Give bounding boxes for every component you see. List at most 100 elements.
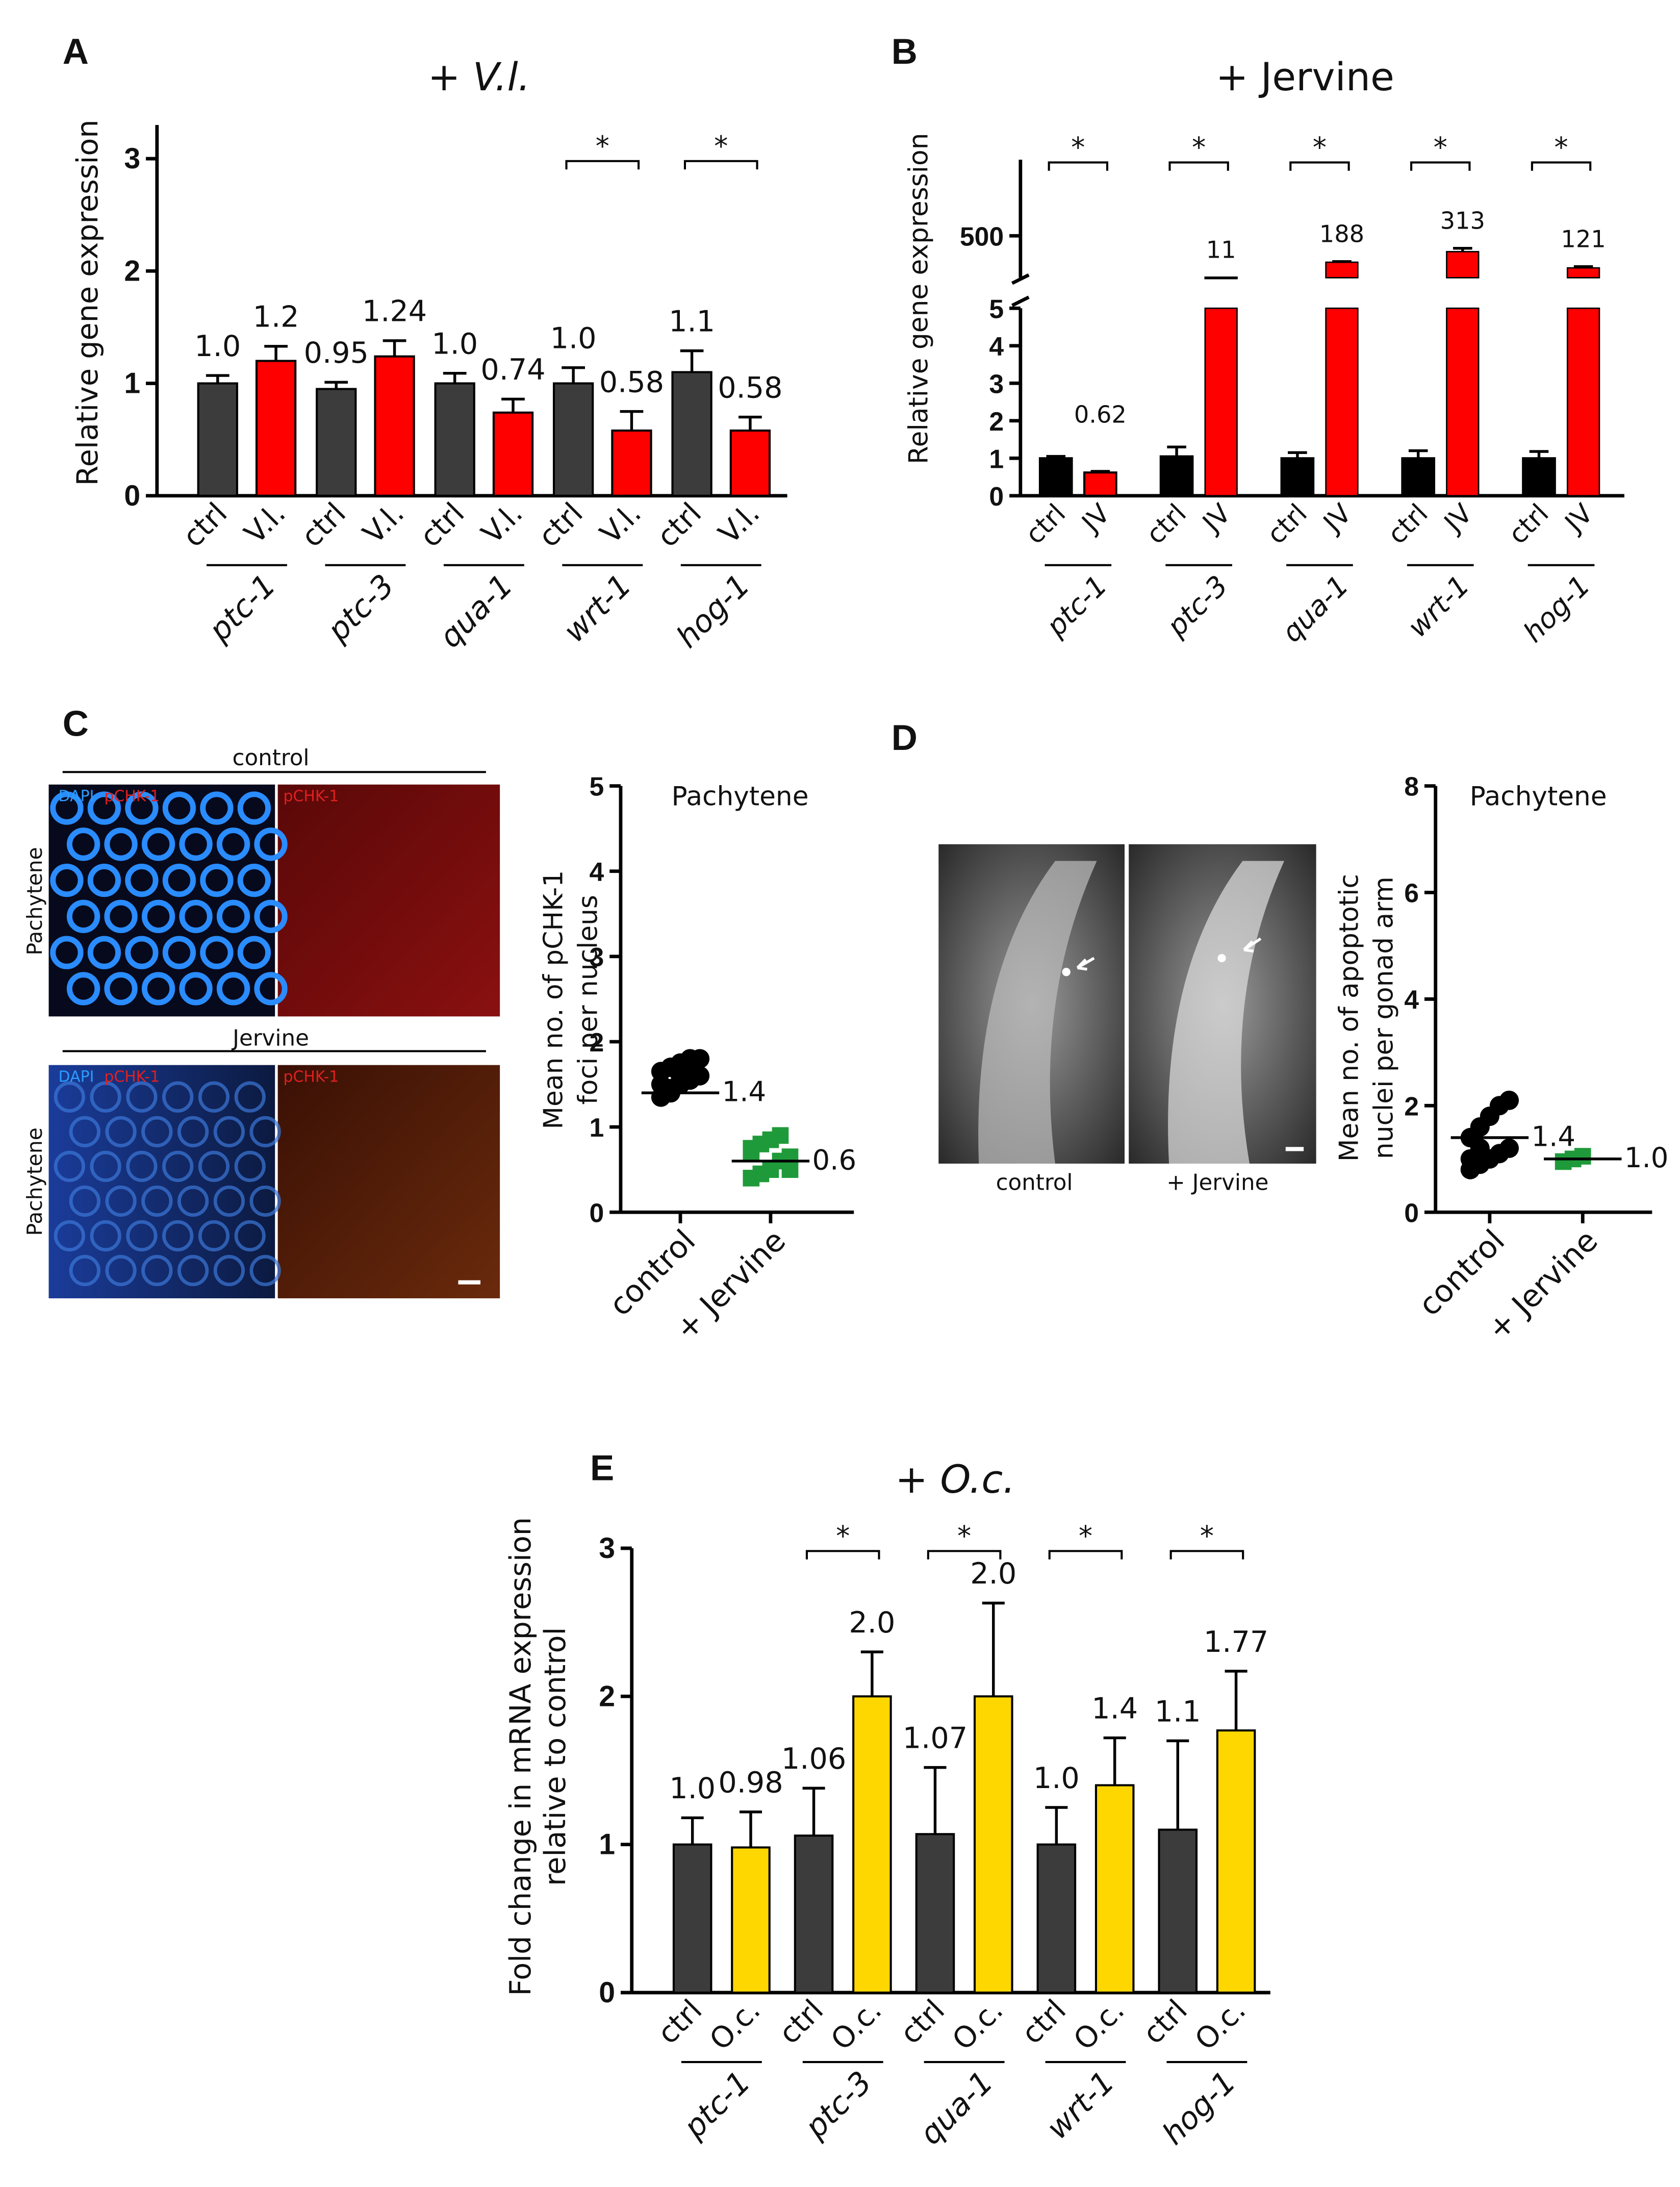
significance-label: * xyxy=(1192,131,1206,164)
channel-label: pCHK-1 xyxy=(284,1068,339,1086)
nucleus xyxy=(104,827,138,861)
y-axis-label: Relative gene expression xyxy=(903,133,934,464)
y-tick-label: 1 xyxy=(599,1828,615,1861)
significance-label: * xyxy=(1554,131,1568,164)
x-tick-label: ctrl xyxy=(1503,498,1555,550)
value-label: 313 xyxy=(1440,207,1485,235)
bar xyxy=(552,382,594,497)
nucleus xyxy=(198,1081,230,1113)
nucleus xyxy=(125,936,159,969)
bar xyxy=(1036,1843,1077,1994)
x-tick-label: ctrl xyxy=(1020,498,1072,550)
chart-title: + O.c. xyxy=(895,1456,1015,1502)
nucleus xyxy=(177,1254,209,1287)
y-tick-label: 0 xyxy=(590,1198,604,1227)
nucleus xyxy=(198,1150,230,1183)
y-tick-label: 6 xyxy=(1404,878,1419,908)
point xyxy=(1499,1090,1519,1110)
x-tick-label: JV xyxy=(1437,498,1478,539)
y-axis-label: Mean no. of apoptotic xyxy=(1334,874,1364,1162)
chart-title: Pachytene xyxy=(672,782,809,812)
y-tick-label: 2 xyxy=(1404,1091,1419,1121)
x-tick-label: ctrl xyxy=(176,496,234,554)
point xyxy=(1470,1138,1490,1158)
nucleus xyxy=(254,827,288,861)
y-tick-label: 4 xyxy=(1404,985,1419,1014)
channel-label: DAPI xyxy=(59,1068,94,1086)
nucleus xyxy=(69,1116,100,1147)
y-axis-label: Mean no. of pCHK-1 xyxy=(539,870,569,1129)
image-title: control xyxy=(233,745,310,771)
y-tick-label: 2 xyxy=(590,1027,604,1057)
y-axis-label: foci per nucleus xyxy=(573,895,604,1104)
scale-bar xyxy=(458,1280,481,1285)
y-tick-label: 0 xyxy=(599,1976,615,2009)
nucleus xyxy=(66,827,100,861)
scale-bar xyxy=(1285,1147,1304,1151)
y-tick-label: 0 xyxy=(1404,1198,1419,1227)
nucleus xyxy=(162,1220,194,1252)
nucleus xyxy=(234,1220,266,1252)
nucleus xyxy=(177,1116,209,1147)
x-tick-label: V.l. xyxy=(594,496,648,550)
y-axis-label: nuclei per gonad arm xyxy=(1368,876,1399,1159)
bar xyxy=(1566,307,1600,497)
nucleus xyxy=(198,1220,230,1252)
point xyxy=(772,1127,789,1144)
significance-label: * xyxy=(596,130,609,162)
group-label: hog-1 xyxy=(1156,2065,1243,2152)
nucleus xyxy=(179,972,213,1005)
value-label: 1.0 xyxy=(669,1772,716,1805)
group-label: wrt-1 xyxy=(1040,2065,1122,2146)
y-tick-label: 4 xyxy=(989,332,1004,361)
axis-break xyxy=(1011,295,1030,307)
nucleus xyxy=(126,1081,158,1113)
significance-bracket xyxy=(1048,1550,1123,1560)
nucleus xyxy=(216,827,250,861)
bar xyxy=(672,1843,712,1994)
nucleus xyxy=(237,791,271,825)
value-label: 0.98 xyxy=(718,1766,783,1800)
y-tick-label: 3 xyxy=(989,369,1004,398)
bar xyxy=(852,1695,892,1994)
nucleus xyxy=(200,936,234,969)
group-label: ptc-3 xyxy=(798,2065,879,2146)
nucleus xyxy=(105,1254,137,1287)
nucleus xyxy=(254,972,288,1005)
value-label: 2.0 xyxy=(970,1557,1016,1591)
x-tick-label: ctrl xyxy=(295,496,352,554)
y-tick-label: 1 xyxy=(124,367,140,400)
group-label: ptc-3 xyxy=(1160,569,1234,643)
point xyxy=(1574,1148,1591,1165)
bar xyxy=(1159,455,1194,497)
y-tick-label: 5 xyxy=(590,772,604,801)
chart-title: + V.l. xyxy=(428,54,530,99)
x-tick-label: ctrl xyxy=(773,1993,830,2051)
nucleus xyxy=(162,936,196,969)
y-tick-label: 0 xyxy=(124,480,140,512)
bar xyxy=(731,1846,771,1994)
channel-label: pCHK-1 xyxy=(104,788,160,806)
nucleus xyxy=(141,1116,173,1147)
bar xyxy=(1083,471,1117,497)
channel-label: pCHK-1 xyxy=(104,1068,160,1086)
point xyxy=(781,1161,799,1178)
nucleus xyxy=(69,1254,100,1287)
value-label: 1.0 xyxy=(194,330,241,363)
bar-upper xyxy=(1204,276,1238,280)
y-tick-label: 4 xyxy=(590,857,604,887)
nucleus xyxy=(141,1254,173,1287)
gonad xyxy=(978,861,1097,1164)
significance-bracket xyxy=(1410,161,1471,171)
nucleus xyxy=(54,1150,85,1183)
nucleus xyxy=(104,972,138,1005)
mean-label: 1.4 xyxy=(1532,1120,1576,1152)
nucleus xyxy=(126,1220,158,1252)
value-label: 1.2 xyxy=(253,300,299,334)
bar xyxy=(729,429,771,497)
nucleus xyxy=(66,972,100,1005)
significance-bracket xyxy=(565,160,640,170)
value-label: 1.1 xyxy=(669,305,715,339)
nucleus xyxy=(105,1116,137,1147)
significance-label: * xyxy=(957,1519,971,1552)
